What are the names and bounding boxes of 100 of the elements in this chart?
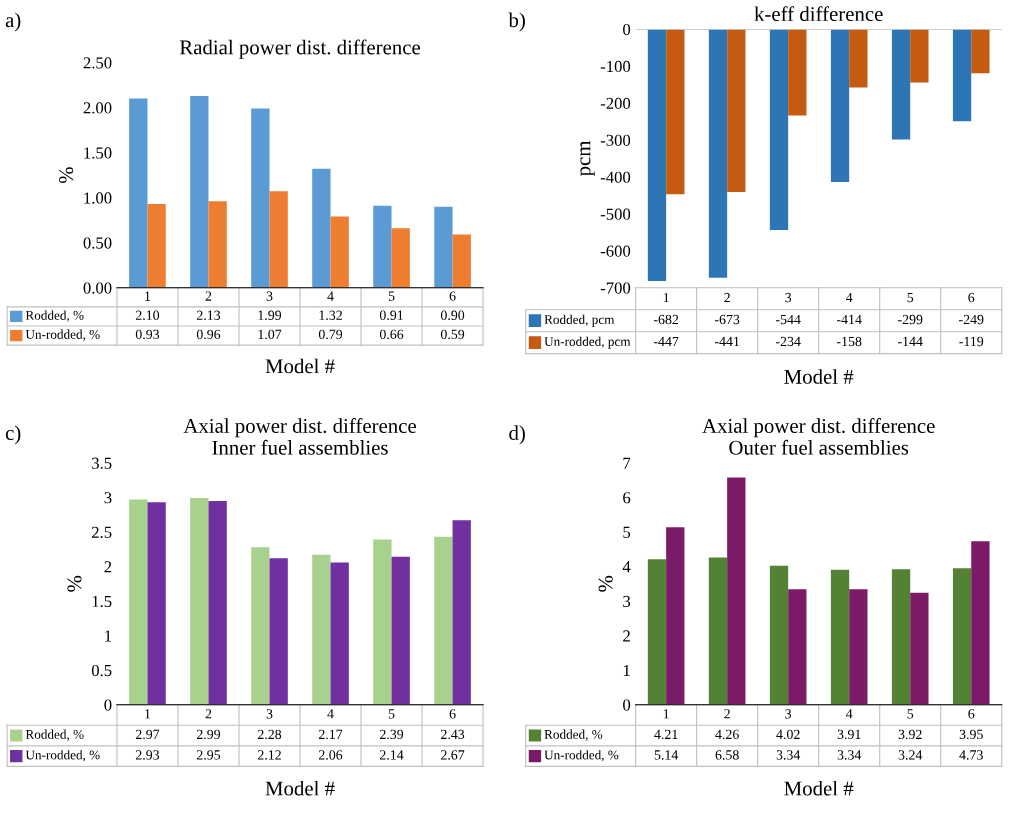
data-label: 2.12 [257, 750, 281, 760]
bar [208, 500, 227, 705]
y-tick-label: 1.5 [92, 595, 112, 608]
bar [434, 206, 453, 288]
legend-label: Un-rodded, % [544, 750, 619, 762]
data-label: 0.59 [440, 329, 465, 340]
data-label: 3.95 [959, 729, 983, 740]
data-label: 2.39 [380, 729, 404, 740]
x-tick-label: 2 [205, 709, 212, 719]
bar [269, 191, 288, 288]
bar [910, 592, 929, 705]
y-tick-label: 2.5 [91, 526, 112, 538]
bar [190, 498, 209, 705]
x-axis-title: Model # [784, 369, 854, 384]
data-label: 2.93 [135, 750, 160, 760]
y-tick-label: 4 [622, 561, 631, 573]
data-label: 2.14 [380, 750, 404, 760]
x-tick-label: 4 [845, 292, 853, 303]
chart-title: Axial power dist. difference Inner fuel assemblies [183, 418, 416, 455]
data-label: 2.67 [441, 750, 465, 760]
legend-label: Rodded, % [25, 310, 84, 322]
y-tick-label: -300 [600, 134, 631, 146]
y-tick-label: -600 [600, 245, 631, 257]
legend-label: Un-rodded, % [25, 750, 100, 762]
x-axis-title: Model # [265, 780, 335, 796]
data-label: 4.73 [959, 750, 983, 760]
y-tick-label: -700 [600, 282, 631, 294]
x-tick-label: 3 [785, 709, 792, 719]
data-label: 1.32 [319, 310, 342, 320]
bar [971, 541, 990, 705]
bar [891, 569, 911, 705]
bar [666, 527, 685, 705]
bar [251, 547, 270, 705]
data-label: 0.79 [318, 329, 343, 340]
x-tick-label: 1 [663, 709, 669, 719]
x-axis-title: Model # [784, 780, 854, 796]
bar [251, 108, 270, 288]
legend-label: Un-rodded, % [25, 329, 100, 341]
data-label: -544 [775, 314, 801, 325]
bar [269, 558, 288, 705]
data-label: 4.21 [654, 729, 678, 740]
bar [708, 557, 728, 705]
data-label: -441 [714, 336, 740, 347]
y-tick-label: 1 [105, 630, 112, 642]
y-tick-label: 0 [623, 23, 631, 36]
legend-label: Rodded, % [544, 729, 603, 741]
data-label: 2.28 [257, 729, 282, 740]
data-label: 0.66 [379, 329, 404, 340]
x-tick-label: 5 [388, 709, 395, 719]
bar [373, 205, 392, 288]
bar [391, 228, 410, 288]
data-label: -682 [653, 314, 679, 325]
data-label: -414 [836, 314, 862, 325]
data-label: 0.91 [379, 310, 403, 320]
y-tick-label: 1.00 [84, 192, 112, 204]
bar [312, 168, 331, 288]
data-label: -158 [836, 336, 862, 347]
y-tick-label: 1.50 [84, 147, 112, 159]
data-label: 2.97 [135, 729, 160, 740]
data-label: 6.58 [715, 750, 739, 760]
bar [727, 477, 746, 705]
data-label: 5.14 [654, 750, 679, 760]
bar [208, 201, 227, 288]
x-tick-label: 6 [968, 292, 975, 303]
bar [147, 502, 166, 705]
x-tick-label: 6 [449, 291, 456, 301]
y-tick-label: 3 [623, 595, 631, 608]
x-axis-title: Model # [265, 358, 335, 374]
x-tick-label: 2 [724, 709, 730, 719]
chart-title: Radial power dist. difference [179, 39, 421, 59]
y-axis-title: pcm [580, 140, 595, 177]
bar [129, 499, 148, 705]
x-tick-label: 6 [449, 709, 456, 719]
bar [830, 569, 850, 705]
y-tick-label: 3.5 [92, 457, 112, 469]
legend-label: Rodded, pcm [544, 314, 615, 327]
x-tick-label: 5 [388, 291, 395, 301]
text: d) [509, 425, 525, 445]
bar [330, 562, 349, 705]
legend-label: Rodded, % [25, 729, 84, 741]
y-tick-label: 2 [104, 561, 112, 573]
y-tick-label: -200 [600, 97, 631, 110]
y-axis-title: % [59, 167, 74, 184]
x-tick-label: 3 [785, 292, 792, 303]
x-tick-label: 5 [907, 292, 914, 303]
bar [190, 95, 209, 288]
bar [452, 234, 471, 288]
bar [330, 216, 349, 288]
y-tick-label: 7 [623, 457, 631, 469]
text: c) [5, 425, 21, 445]
data-label: 4.02 [776, 729, 800, 740]
data-label: -299 [898, 314, 923, 325]
data-label: 2.13 [196, 310, 221, 320]
data-label: -144 [898, 336, 923, 347]
bar [312, 554, 331, 705]
bar [391, 556, 410, 705]
bar [788, 589, 807, 705]
data-label: 3.92 [898, 729, 922, 740]
y-tick-label: 6 [623, 492, 631, 504]
y-axis-title: % [67, 575, 82, 592]
